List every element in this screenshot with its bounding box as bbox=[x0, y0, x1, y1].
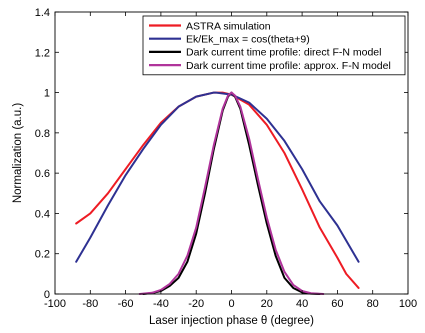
x-tick-label: 0 bbox=[228, 298, 234, 310]
y-tick-label: 0.8 bbox=[35, 128, 50, 140]
x-tick-label: 40 bbox=[296, 298, 308, 310]
x-tick-label: -100 bbox=[44, 298, 66, 310]
y-tick-label: 1.4 bbox=[35, 7, 50, 19]
series-layer bbox=[75, 91, 360, 295]
plot-area: -100 -80 -60 -40 -20 0 20 40 60 80 100 0 0.2 0.4 0.6 0.… bbox=[35, 7, 417, 310]
x-tick-label: -20 bbox=[188, 298, 204, 310]
x-axis-label: Laser injection phase θ (degree) bbox=[149, 315, 314, 327]
x-tick-label: 60 bbox=[331, 298, 343, 310]
y-tick-label: 0 bbox=[44, 289, 50, 301]
legend-box bbox=[142, 15, 406, 76]
ticks-layer: -100 -80 -60 -40 -20 0 20 40 60 80 100 0 0.2 0.4 0.6 0.… bbox=[35, 7, 417, 310]
legend-label: Dark current time profile: direct F-N mo… bbox=[186, 47, 381, 59]
series-line-2 bbox=[75, 91, 360, 263]
x-tick-label: -40 bbox=[153, 298, 169, 310]
legend: ASTRA simulation Ek/Ek_max = cos(theta+9)… bbox=[142, 15, 406, 76]
y-tick-label: 1 bbox=[44, 88, 50, 100]
legend-label: Ek/Ek_max = cos(theta+9) bbox=[186, 34, 310, 46]
x-tick-label: 100 bbox=[399, 298, 417, 310]
x-tick-label: 20 bbox=[261, 298, 273, 310]
x-tick-label: -80 bbox=[82, 298, 98, 310]
y-tick-label: 0.2 bbox=[35, 249, 50, 261]
legend-label: ASTRA simulation bbox=[186, 20, 271, 32]
y-tick-label: 0.4 bbox=[35, 208, 50, 220]
y-axis-label: Normalization (a.u.) bbox=[12, 103, 24, 204]
y-tick-label: 0.6 bbox=[35, 168, 50, 180]
series-line-4 bbox=[138, 91, 325, 295]
y-tick-label: 1.2 bbox=[35, 47, 50, 59]
x-tick-label: 80 bbox=[367, 298, 379, 310]
legend-label: Dark current time profile: approx. F-N m… bbox=[186, 60, 391, 72]
x-tick-label: -60 bbox=[118, 298, 134, 310]
